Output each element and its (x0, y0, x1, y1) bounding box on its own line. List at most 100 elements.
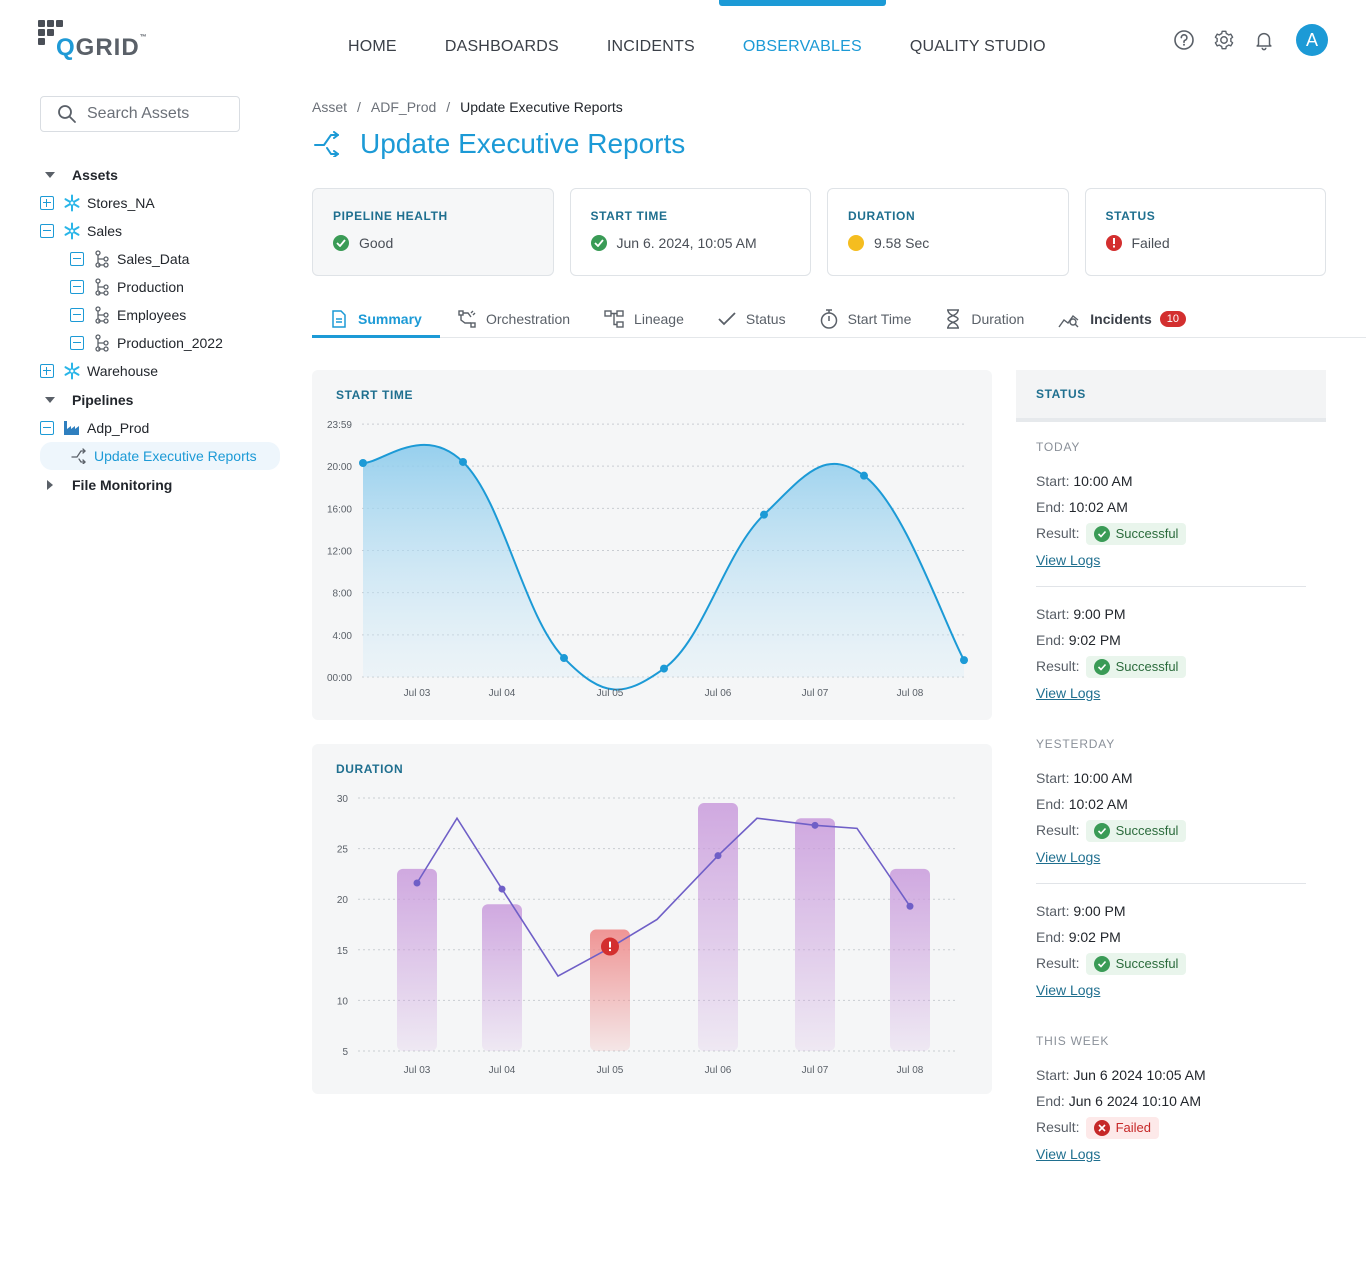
caret-down-icon[interactable] (40, 171, 60, 178)
check-circle-icon (1093, 956, 1110, 973)
expand-icon[interactable] (40, 196, 54, 210)
end-value: 9:02 PM (1068, 929, 1121, 945)
end-label: End: (1036, 632, 1065, 648)
start-label: Start: (1036, 770, 1070, 786)
tab-label: Summary (358, 310, 422, 327)
status-entry: Start: 9:00 PM End: 9:02 PM Result: Success… (1036, 587, 1306, 719)
logo-text: QGRID™ (56, 34, 148, 61)
card-value: 9.58 Sec (874, 235, 930, 251)
tree-label: Employees (117, 307, 187, 323)
collapse-icon[interactable] (40, 224, 54, 238)
caret-down-icon[interactable] (40, 396, 60, 403)
breadcrumb-adf-prod[interactable]: ADF_Prod (370, 99, 437, 115)
result-badge: Failed (1085, 1117, 1159, 1140)
tree-employees[interactable]: Employees (40, 301, 280, 329)
expand-icon[interactable] (40, 364, 54, 378)
nav-dashboards[interactable]: DASHBOARDS (444, 38, 559, 55)
schema-icon (93, 278, 111, 296)
tree-warehouse[interactable]: Warehouse (40, 357, 280, 385)
status-panel: STATUS TODAY Start: 10:00 AM End: 10:02 AM… (1016, 370, 1326, 1180)
pipeline-health-card: PIPELINE HEALTH Good (312, 188, 554, 276)
y-tick-label: 10 (337, 996, 349, 1007)
check-circle-icon (1093, 823, 1110, 840)
collapse-icon[interactable] (70, 308, 84, 322)
tree-update-executive-reports[interactable]: Update Executive Reports (40, 442, 280, 470)
result-line: Result: Successful (1036, 520, 1306, 546)
tree-production[interactable]: Production (40, 273, 280, 301)
end-label: End: (1036, 929, 1065, 945)
status-group-label: TODAY (1036, 440, 1081, 454)
search-assets[interactable] (40, 96, 240, 132)
tab-status[interactable]: Status (700, 300, 802, 337)
collapse-icon[interactable] (70, 252, 84, 266)
nav-observables[interactable]: OBSERVABLES (718, 0, 886, 80)
tab-lineage[interactable]: Lineage (586, 300, 700, 337)
trend-line (416, 816, 911, 978)
end-line: End: Jun 6 2024 10:10 AM (1036, 1088, 1306, 1114)
collapse-icon[interactable] (70, 336, 84, 350)
tab-duration[interactable]: Duration (927, 300, 1040, 337)
tree-sales[interactable]: Sales (40, 217, 280, 245)
view-logs-link[interactable]: View Logs (1036, 685, 1101, 701)
area-fill (363, 444, 964, 690)
nav-quality-studio[interactable]: QUALITY STUDIO (909, 38, 1046, 55)
data-point (760, 510, 768, 519)
tab-label: Incidents (1090, 310, 1152, 327)
tree-production-2022[interactable]: Production_2022 (40, 329, 280, 357)
search-input[interactable] (87, 105, 227, 123)
pipeline-icon (314, 131, 339, 157)
tab-start-time[interactable]: Start Time (802, 300, 928, 337)
tree-label: Production (117, 279, 184, 295)
caret-right-icon[interactable] (40, 479, 60, 490)
tab-orchestration[interactable]: Orchestration (440, 300, 586, 337)
x-tick-label: Jul 06 (705, 1065, 732, 1076)
collapse-icon[interactable] (40, 421, 54, 435)
breadcrumb-asset[interactable]: Asset (312, 99, 348, 115)
tree-pipelines[interactable]: Pipelines (40, 385, 280, 414)
view-logs-link[interactable]: View Logs (1036, 552, 1101, 568)
tree-label: Assets (72, 166, 118, 183)
nav-incidents[interactable]: INCIDENTS (606, 38, 695, 55)
error-circle-icon (1093, 1120, 1110, 1137)
bell-icon[interactable] (1252, 28, 1276, 52)
start-value: 10:00 AM (1073, 770, 1133, 786)
chart-title: START TIME (336, 388, 414, 402)
result-value: Successful (1115, 526, 1179, 542)
result-label: Result: (1036, 1119, 1080, 1135)
nav-home[interactable]: HOME (348, 38, 397, 55)
tree-adp-prod[interactable]: Adp_Prod (40, 414, 280, 442)
view-logs-link[interactable]: View Logs (1036, 1146, 1101, 1162)
tab-summary[interactable]: Summary (312, 300, 440, 338)
end-line: End: 9:02 PM (1036, 627, 1306, 653)
tab-incidents[interactable]: Incidents 10 (1040, 300, 1202, 337)
snowflake-icon (63, 222, 81, 240)
card-value: Failed (1131, 235, 1170, 251)
snowflake-icon (63, 362, 81, 380)
snowflake-icon (63, 194, 81, 212)
data-point (860, 471, 868, 480)
collapse-icon[interactable] (70, 280, 84, 294)
failure-marker-bar (609, 941, 611, 948)
tree-file-monitoring[interactable]: File Monitoring (40, 470, 280, 499)
card-label: START TIME (590, 209, 668, 223)
user-avatar[interactable]: A (1296, 24, 1328, 56)
y-tick-label: 15 (337, 946, 349, 957)
view-logs-link[interactable]: View Logs (1036, 982, 1101, 998)
x-tick-label: Jul 08 (897, 688, 924, 699)
status-entry: Start: 9:00 PM End: 9:02 PM Result: Success… (1036, 884, 1306, 1016)
qgrid-logo[interactable]: QGRID™ (38, 20, 168, 61)
settings-icon[interactable] (1212, 28, 1236, 52)
view-logs-link[interactable]: View Logs (1036, 849, 1101, 865)
tree-label: Adp_Prod (87, 420, 150, 436)
start-line: Start: 10:00 AM (1036, 765, 1306, 791)
warning-dot-icon (848, 235, 864, 251)
duration-card: DURATION 9.58 Sec (827, 188, 1069, 276)
status-group: YESTERDAY Start: 10:00 AM End: 10:02 AM Res… (1016, 737, 1326, 1016)
end-label: End: (1036, 499, 1065, 515)
x-tick-label: Jul 03 (404, 1065, 431, 1076)
help-icon[interactable] (1172, 28, 1196, 52)
tree-sales-data[interactable]: Sales_Data (40, 245, 280, 273)
tree-assets[interactable]: Assets (40, 160, 280, 189)
tree-stores-na[interactable]: Stores_NA (40, 189, 280, 217)
check-circle-icon (333, 235, 349, 251)
